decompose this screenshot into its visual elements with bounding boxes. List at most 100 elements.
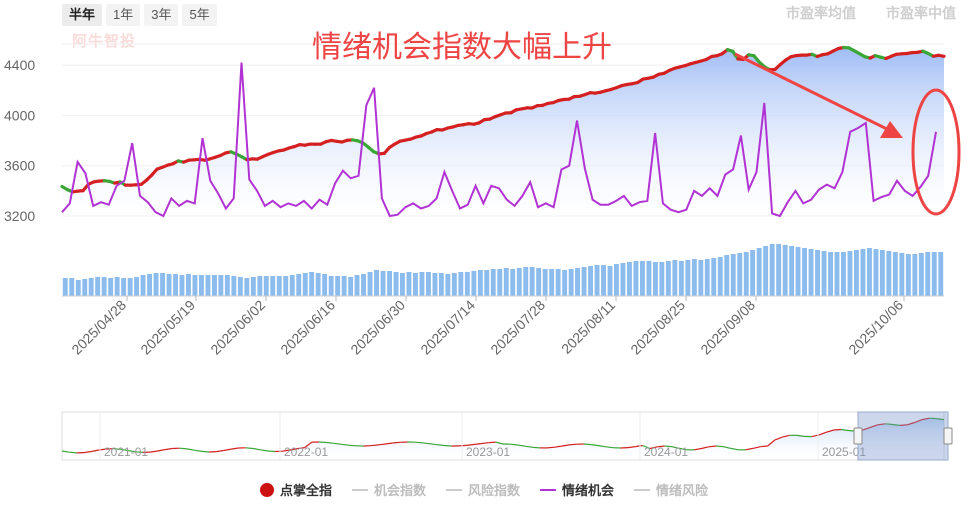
navigator-line-segment: [326, 441, 334, 444]
navigator-line-segment: [693, 447, 702, 451]
navigator-line-segment: [378, 443, 386, 446]
metric-links: 市盈率均值 市盈率中值: [786, 3, 956, 23]
volume-bar: [464, 272, 470, 296]
volume-bar: [925, 252, 931, 296]
volume-bar: [847, 251, 853, 296]
navigator-line-segment: [113, 448, 121, 450]
legend-item-emotion-risk[interactable]: 情绪风险: [634, 480, 708, 499]
navigator-line-segment: [150, 450, 158, 453]
navigator-line-segment: [877, 423, 886, 426]
index-line-segment: [937, 53, 946, 58]
navigator-line-segment: [723, 446, 732, 449]
volume-bar: [348, 277, 354, 296]
navigator-line-segment: [304, 441, 313, 449]
navigator-line-segment: [921, 417, 930, 421]
navigator-line-segment: [289, 448, 298, 451]
legend-label: 机会指数: [373, 483, 426, 498]
legend-item-index[interactable]: 点掌全指: [259, 480, 332, 499]
volume-bar: [892, 252, 898, 296]
volume-bar: [471, 271, 477, 296]
volume-bar: [601, 265, 606, 296]
tab-3-year[interactable]: 3年: [144, 4, 179, 26]
volume-bar: [828, 252, 833, 296]
volume-bar: [620, 263, 626, 296]
volume-bar: [335, 276, 341, 296]
volume-bar: [860, 249, 866, 296]
navigator-line-segment: [649, 446, 658, 450]
navigator-line-segment: [583, 443, 592, 446]
volume-bar: [257, 276, 263, 296]
legend-item-emotion-opportunity[interactable]: 情绪机会: [540, 480, 614, 499]
volume-bar: [769, 244, 775, 296]
volume-bar: [380, 271, 386, 296]
navigator-line-segment: [69, 451, 77, 454]
legend-label: 点掌全指: [279, 483, 332, 498]
navigator-line-segment: [120, 448, 129, 452]
tab-half-year[interactable]: 半年: [62, 4, 103, 26]
navigator-tick-label: 2024-01: [644, 445, 688, 459]
volume-bar: [341, 276, 347, 296]
volume-bar: [529, 267, 535, 296]
navigator-line-segment: [223, 448, 232, 452]
volume-bar: [737, 253, 743, 296]
navigator-line-segment: [914, 419, 923, 424]
volume-bar: [646, 261, 652, 296]
volume-bar: [802, 248, 807, 296]
volume-bar: [95, 277, 101, 296]
volume-bar: [315, 273, 321, 296]
volume-bar: [458, 272, 464, 296]
pe-median-link[interactable]: 市盈率中值: [886, 5, 956, 21]
legend-item-risk[interactable]: 风险指数: [445, 480, 520, 499]
navigator-line-segment: [752, 446, 761, 449]
navigator-handle-right[interactable]: [943, 427, 953, 445]
volume-bar: [815, 250, 820, 296]
volume-bar: [756, 248, 762, 296]
volume-bar: [782, 245, 788, 296]
navigator-line-segment: [91, 449, 99, 453]
y-tick-label: 3200: [4, 208, 35, 224]
navigator-line-segment: [260, 449, 268, 452]
navigator-line-segment: [627, 446, 636, 449]
volume-bar: [588, 266, 593, 296]
volume-bar: [711, 258, 717, 296]
navigator-line-segment: [745, 447, 754, 451]
tab-5-year[interactable]: 5年: [182, 4, 217, 26]
pe-mean-link[interactable]: 市盈率均值: [786, 5, 856, 21]
navigator-line-segment: [157, 449, 166, 452]
navigator-line-segment: [128, 450, 136, 453]
y-tick-label: 3600: [4, 158, 35, 174]
volume-bar: [205, 275, 211, 296]
volume-bar: [127, 278, 133, 296]
volume-bar: [82, 279, 88, 296]
x-tick-label: 2025/08/11: [558, 297, 618, 357]
volume-bar: [477, 270, 483, 296]
volume-bar: [445, 274, 451, 296]
volume-bar: [160, 273, 165, 296]
volume-bar: [750, 250, 756, 296]
volume-bar: [484, 270, 490, 296]
navigator-line-segment: [833, 428, 842, 431]
navigator-tick-label: 2022-01: [284, 445, 328, 459]
navigator-line-segment: [796, 434, 805, 437]
volume-bar: [250, 277, 256, 296]
navigator-line-segment: [862, 426, 871, 431]
navigator-line-segment: [267, 450, 276, 453]
navigator-line-segment: [730, 447, 739, 451]
volume-bar: [387, 271, 392, 296]
navigator-line-segment: [252, 447, 261, 451]
legend-item-opportunity[interactable]: 机会指数: [351, 480, 426, 499]
volume-bar: [173, 274, 178, 296]
volume-bar: [555, 269, 561, 296]
volume-bar: [218, 275, 224, 296]
volume-bar: [426, 272, 431, 296]
legend-label: 情绪机会: [562, 483, 615, 498]
x-tick-label: 2025/08/25: [627, 297, 688, 358]
navigator-line-segment: [760, 445, 768, 448]
volume-bar: [575, 268, 580, 296]
volume-bar: [153, 273, 159, 296]
volume-bar: [523, 267, 529, 296]
x-tick-label: 2025/05/19: [137, 297, 198, 358]
x-tick-label: 2025/07/14: [417, 297, 478, 358]
navigator-handle-left[interactable]: [853, 427, 863, 445]
tab-1-year[interactable]: 1年: [106, 4, 141, 26]
